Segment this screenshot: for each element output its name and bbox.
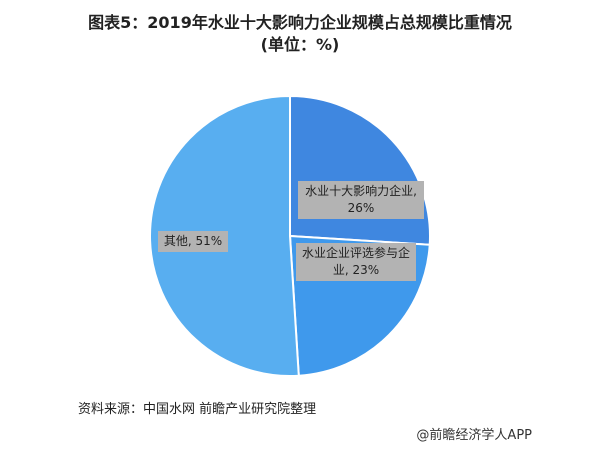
data-label: 其他, 51%: [158, 231, 228, 252]
pie-slice: [289, 94, 431, 246]
source-note: 资料来源：中国水网 前瞻产业研究院整理: [78, 402, 317, 417]
chart-title: 图表5：2019年水业十大影响力企业规模占总规模比重情况(单位：%): [88, 13, 512, 54]
data-label: 水业企业评选参与企业, 23%: [296, 243, 416, 281]
footer-credit: @前瞻经济学人APP: [416, 428, 532, 443]
data-label: 水业十大影响力企业, 26%: [298, 181, 424, 219]
